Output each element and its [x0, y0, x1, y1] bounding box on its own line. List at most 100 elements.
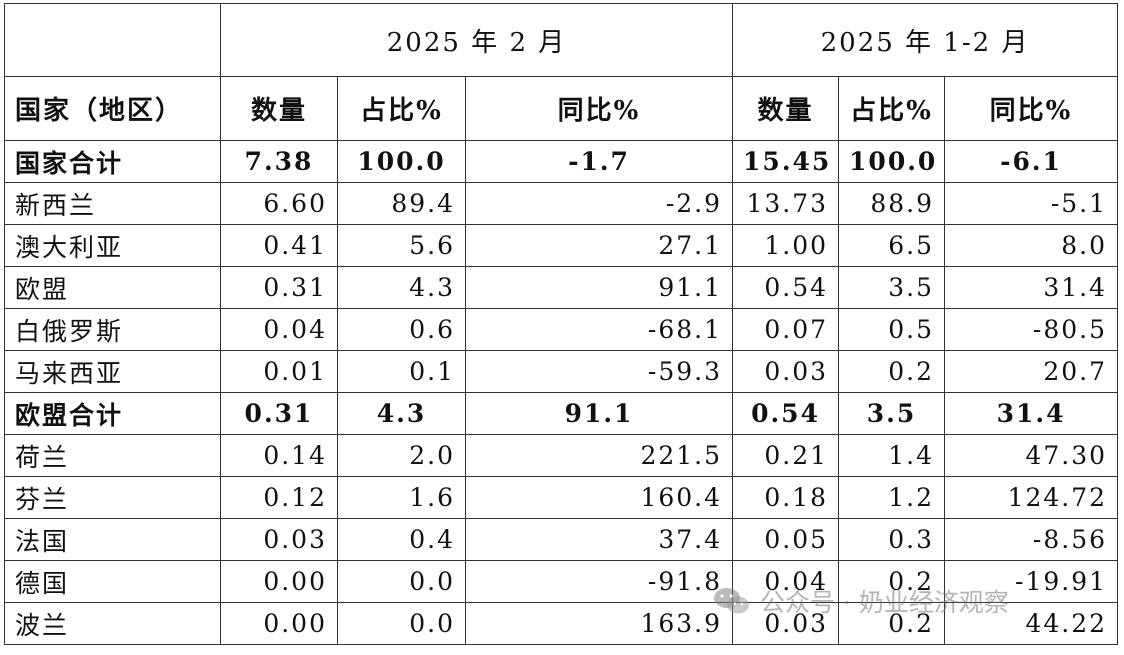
- cell-feb-yoy: -2.9: [464, 182, 734, 225]
- cell-ytd-quantity: 13.73: [732, 182, 840, 225]
- cell-feb-quantity: 0.41: [220, 224, 338, 267]
- cell-ytd-yoy: -8.56: [944, 518, 1119, 561]
- cell-ytd-yoy: 20.7: [944, 350, 1119, 393]
- cell-feb-quantity: 0.04: [220, 308, 338, 351]
- column-header-quantity: 数量: [732, 76, 840, 141]
- table-row: 德国 0.00 0.0 -91.8 0.04 0.2 -19.91: [4, 560, 1119, 603]
- table-row: 荷兰 0.14 2.0 221.5 0.21 1.4 47.30: [4, 434, 1119, 477]
- cell-ytd-yoy: -6.1: [944, 140, 1119, 183]
- cell-ytd-yoy: 47.30: [944, 434, 1119, 477]
- cell-ytd-share: 3.5: [838, 392, 946, 435]
- cell-ytd-yoy: 124.72: [944, 476, 1119, 519]
- cell-ytd-share: 88.9: [838, 182, 946, 225]
- cell-feb-share: 1.6: [337, 476, 466, 519]
- cell-ytd-share: 0.2: [838, 350, 946, 393]
- corner-cell: [4, 3, 221, 77]
- cell-feb-yoy: -68.1: [464, 308, 734, 351]
- cell-ytd-share: 0.3: [838, 518, 946, 561]
- cell-feb-yoy: 160.4: [464, 476, 734, 519]
- cell-feb-share: 100.0: [337, 140, 466, 183]
- cell-ytd-quantity: 15.45: [732, 140, 840, 183]
- cell-ytd-yoy: 44.22: [944, 602, 1119, 645]
- cell-feb-share: 5.6: [337, 224, 466, 267]
- table-total-row: 欧盟合计 0.31 4.3 91.1 0.54 3.5 31.4: [4, 392, 1119, 435]
- table-row: 波兰 0.00 0.0 163.9 0.03 0.2 44.22: [4, 602, 1119, 645]
- cell-feb-quantity: 0.14: [220, 434, 338, 477]
- cell-feb-quantity: 0.31: [220, 266, 338, 309]
- table-row: 欧盟 0.31 4.3 91.1 0.54 3.5 31.4: [4, 266, 1119, 309]
- cell-feb-yoy: 91.1: [464, 392, 734, 435]
- cell-ytd-yoy: 8.0: [944, 224, 1119, 267]
- cell-feb-share: 89.4: [337, 182, 466, 225]
- cell-ytd-quantity: 0.07: [732, 308, 840, 351]
- cell-feb-share: 0.0: [337, 602, 466, 645]
- cell-feb-quantity: 0.01: [220, 350, 338, 393]
- cell-feb-quantity: 6.60: [220, 182, 338, 225]
- table-row: 芬兰 0.12 1.6 160.4 0.18 1.2 124.72: [4, 476, 1119, 519]
- cell-ytd-quantity: 0.54: [732, 392, 840, 435]
- cell-feb-yoy: 37.4: [464, 518, 734, 561]
- cell-ytd-share: 1.2: [838, 476, 946, 519]
- cell-feb-yoy: 221.5: [464, 434, 734, 477]
- cell-ytd-share: 100.0: [838, 140, 946, 183]
- cell-feb-quantity: 0.00: [220, 602, 338, 645]
- period-header-feb: 2025 年 2 月: [219, 3, 734, 77]
- cell-ytd-share: 0.5: [838, 308, 946, 351]
- column-header-country: 国家（地区）: [4, 76, 221, 141]
- cell-ytd-share: 6.5: [838, 224, 946, 267]
- table-row: 马来西亚 0.01 0.1 -59.3 0.03 0.2 20.7: [4, 350, 1119, 393]
- cell-ytd-quantity: 0.04: [732, 560, 840, 603]
- cell-feb-share: 0.4: [337, 518, 466, 561]
- cell-ytd-quantity: 0.03: [732, 350, 840, 393]
- cell-feb-yoy: -59.3: [464, 350, 734, 393]
- cell-feb-quantity: 0.31: [220, 392, 338, 435]
- cell-ytd-yoy: -80.5: [944, 308, 1119, 351]
- column-header-row: 国家（地区） 数量 占比% 同比% 数量 占比% 同比%: [4, 76, 1119, 141]
- cell-country: 欧盟: [4, 266, 221, 309]
- cell-feb-yoy: 91.1: [464, 266, 734, 309]
- cell-feb-share: 4.3: [337, 392, 466, 435]
- column-header-yoy: 同比%: [464, 76, 734, 141]
- period-header-jan-feb: 2025 年 1-2 月: [732, 3, 1119, 77]
- cell-feb-share: 0.1: [337, 350, 466, 393]
- cell-country: 德国: [4, 560, 221, 603]
- cell-country: 马来西亚: [4, 350, 221, 393]
- cell-country: 白俄罗斯: [4, 308, 221, 351]
- cell-ytd-share: 0.2: [838, 602, 946, 645]
- cell-feb-share: 4.3: [337, 266, 466, 309]
- cell-country: 澳大利亚: [4, 224, 221, 267]
- column-header-quantity: 数量: [220, 76, 338, 141]
- cell-feb-share: 0.6: [337, 308, 466, 351]
- cell-ytd-quantity: 0.03: [732, 602, 840, 645]
- cell-feb-share: 0.0: [337, 560, 466, 603]
- cell-country: 荷兰: [4, 434, 221, 477]
- cell-country: 芬兰: [4, 476, 221, 519]
- cell-feb-quantity: 0.00: [220, 560, 338, 603]
- cell-ytd-yoy: 31.4: [944, 392, 1119, 435]
- cell-country: 新西兰: [4, 182, 221, 225]
- cell-ytd-yoy: -5.1: [944, 182, 1119, 225]
- cell-country: 法国: [4, 518, 221, 561]
- cell-ytd-yoy: 31.4: [944, 266, 1119, 309]
- period-header-row: 2025 年 2 月 2025 年 1-2 月: [4, 3, 1119, 77]
- column-header-share: 占比%: [838, 76, 946, 141]
- cell-ytd-yoy: -19.91: [944, 560, 1119, 603]
- column-header-share: 占比%: [337, 76, 466, 141]
- cell-feb-quantity: 0.12: [220, 476, 338, 519]
- cell-feb-yoy: 163.9: [464, 602, 734, 645]
- table-total-row: 国家合计 7.38 100.0 -1.7 15.45 100.0 -6.1: [4, 140, 1119, 183]
- table-row: 澳大利亚 0.41 5.6 27.1 1.00 6.5 8.0: [4, 224, 1119, 267]
- cell-feb-yoy: -91.8: [464, 560, 734, 603]
- cell-country: 欧盟合计: [4, 392, 221, 435]
- cell-feb-yoy: -1.7: [464, 140, 734, 183]
- cell-feb-share: 2.0: [337, 434, 466, 477]
- cell-ytd-quantity: 0.54: [732, 266, 840, 309]
- cell-ytd-quantity: 0.05: [732, 518, 840, 561]
- cell-ytd-share: 1.4: [838, 434, 946, 477]
- cell-ytd-share: 0.2: [838, 560, 946, 603]
- column-header-yoy: 同比%: [944, 76, 1119, 141]
- table-row: 法国 0.03 0.4 37.4 0.05 0.3 -8.56: [4, 518, 1119, 561]
- cell-feb-yoy: 27.1: [464, 224, 734, 267]
- table-row: 白俄罗斯 0.04 0.6 -68.1 0.07 0.5 -80.5: [4, 308, 1119, 351]
- data-table: 2025 年 2 月 2025 年 1-2 月 国家（地区） 数量 占比% 同比…: [4, 3, 1119, 645]
